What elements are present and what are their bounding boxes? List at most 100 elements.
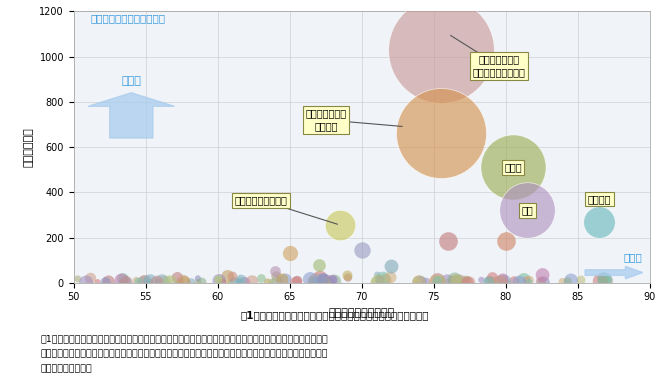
Point (271, 278, 282, 284)
Point (450, 277, 460, 283)
Point (72, 276, 83, 282)
Point (378, 276, 389, 282)
Point (308, 279, 318, 285)
Point (103, 279, 114, 285)
Point (557, 279, 568, 285)
Point (452, 278, 462, 284)
Point (380, 277, 391, 283)
Point (371, 280, 382, 286)
Point (292, 278, 303, 284)
Point (342, 274, 353, 280)
Point (450, 279, 461, 285)
Point (305, 276, 316, 282)
Point (157, 278, 168, 284)
Point (192, 275, 203, 281)
Text: 円の大きさ：有効特許件数: 円の大きさ：有効特許件数 (91, 14, 166, 23)
Point (139, 279, 150, 285)
Point (311, 277, 322, 283)
X-axis label: パテントスコア最高値: パテントスコア最高値 (329, 308, 395, 318)
Point (308, 278, 318, 284)
Point (329, 279, 340, 285)
Point (313, 278, 324, 284)
Point (412, 279, 423, 285)
Point (494, 278, 505, 284)
Point (454, 279, 465, 285)
Point (599, 277, 610, 283)
Point (432, 278, 443, 284)
Point (212, 276, 223, 282)
Point (431, 279, 442, 285)
Point (385, 274, 396, 280)
Point (117, 278, 127, 284)
Point (236, 277, 247, 283)
FancyArrow shape (88, 93, 175, 138)
Point (321, 279, 332, 285)
Point (217, 279, 228, 285)
Point (271, 274, 282, 280)
Point (435, 279, 446, 285)
Point (326, 279, 336, 285)
Point (267, 279, 277, 285)
Point (314, 277, 325, 284)
Point (442, 280, 453, 286)
Point (594, 219, 605, 225)
Text: 図1：ネットワーク／無線通信を用いたゲーム関連技術　競合状況: 図1：ネットワーク／無線通信を用いたゲーム関連技術 競合状況 (241, 311, 429, 320)
Point (538, 279, 549, 285)
Point (375, 277, 385, 283)
Point (416, 279, 427, 285)
Point (153, 279, 163, 285)
Point (81, 279, 92, 285)
Point (120, 280, 131, 286)
Point (256, 275, 267, 281)
Point (326, 278, 337, 284)
Point (100, 279, 111, 285)
Point (193, 280, 204, 286)
Point (159, 279, 170, 285)
Point (494, 280, 505, 286)
Point (214, 278, 224, 284)
Point (133, 279, 143, 285)
Point (139, 280, 149, 286)
Point (277, 277, 287, 283)
Point (318, 276, 328, 282)
Point (602, 278, 613, 284)
Point (226, 279, 237, 285)
Point (229, 279, 240, 285)
Point (413, 279, 424, 285)
Point (118, 276, 129, 282)
Point (92, 279, 103, 285)
Point (537, 272, 548, 278)
Point (385, 263, 396, 269)
Point (178, 279, 188, 285)
FancyArrow shape (585, 266, 643, 279)
Point (509, 278, 519, 284)
Text: 任天堂: 任天堂 (505, 162, 522, 172)
Point (165, 279, 176, 285)
Point (499, 279, 510, 285)
Point (309, 279, 320, 285)
Point (598, 275, 608, 281)
Point (196, 279, 207, 285)
Point (85, 275, 96, 281)
Point (524, 279, 535, 285)
Point (600, 277, 610, 283)
Text: どが挙げられます。: どが挙げられます。 (40, 364, 92, 373)
Text: ディー・エヌ・エー: ディー・エヌ・エー (234, 195, 287, 205)
Point (314, 262, 324, 268)
Point (234, 278, 245, 284)
Text: 総合力: 総合力 (121, 76, 141, 86)
Point (432, 277, 443, 284)
Point (492, 277, 502, 284)
Point (443, 238, 454, 244)
Text: 獲得率が向上し、ユーザに継続してゲームを行わせるための装置、制御方法およびプログラム」に関する技術な: 獲得率が向上し、ユーザに継続してゲームを行わせるための装置、制御方法およびプログ… (40, 349, 328, 358)
Text: コナミデジタル
エンタテインメント: コナミデジタル エンタテインメント (472, 54, 525, 77)
Point (514, 280, 525, 286)
Point (342, 272, 353, 278)
Point (434, 278, 445, 284)
Point (222, 273, 233, 279)
Point (436, 130, 446, 136)
Point (562, 279, 573, 285)
Point (145, 279, 155, 285)
Point (498, 279, 509, 285)
Point (565, 277, 576, 284)
